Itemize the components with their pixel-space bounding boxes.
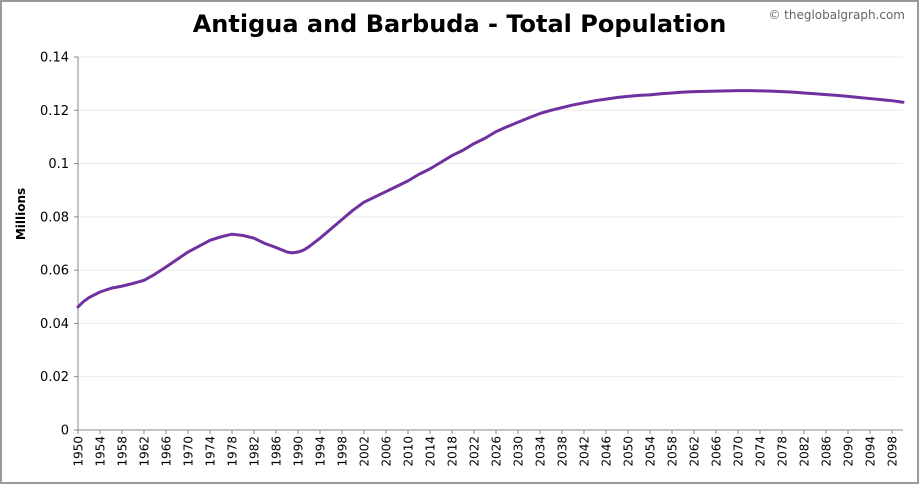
- x-tick-label: 1986: [270, 436, 284, 467]
- x-tick-label: 2042: [578, 436, 592, 467]
- x-tick-label: 2062: [688, 436, 702, 467]
- x-tick-label: 2014: [424, 436, 438, 467]
- x-tick-label: 2038: [556, 436, 570, 467]
- x-tick-label: 2026: [490, 436, 504, 467]
- x-tick-label: 1950: [72, 436, 86, 467]
- x-tick-label: 2074: [754, 436, 768, 467]
- x-tick-label: 2018: [446, 436, 460, 467]
- x-tick-label: 2010: [402, 436, 416, 467]
- y-tick-labels: 0 0.02 0.04 0.06 0.08 0.1 0.12 0.14: [40, 51, 69, 439]
- credit-text: © theglobalgraph.com: [768, 8, 905, 22]
- x-tick-label: 2094: [864, 436, 878, 467]
- grid-lines: [78, 56, 903, 378]
- x-tick-label: 1970: [182, 436, 196, 467]
- x-tick-label: 1998: [336, 436, 350, 467]
- x-tick-label: 2098: [886, 436, 900, 467]
- x-tick-label: 1982: [248, 436, 262, 467]
- x-tick-label: 1962: [138, 436, 152, 467]
- x-tick-label: 1994: [314, 436, 328, 467]
- x-tick-label: 2034: [534, 436, 548, 467]
- x-tick-label: 1990: [292, 436, 306, 467]
- y-tick-label: 0.04: [40, 317, 69, 332]
- x-tick-label: 1966: [160, 436, 174, 467]
- x-tick-label: 1954: [94, 436, 108, 467]
- chart-title: Antigua and Barbuda - Total Population: [192, 10, 727, 38]
- y-tick-label: 0.06: [40, 264, 69, 279]
- axes: [74, 56, 903, 434]
- y-tick-label: 0.1: [48, 157, 69, 172]
- y-tick-label: 0.08: [40, 210, 69, 225]
- x-tick-labels: 1950 1954 1958 1962 1966 1970 1974 1978 1982 1986…: [72, 436, 900, 467]
- x-tick-label: 2058: [666, 436, 680, 467]
- x-tick-label: 1978: [226, 436, 240, 467]
- series-group: [76, 89, 905, 309]
- series-line: [76, 89, 905, 309]
- x-tick-label: 2090: [842, 436, 856, 467]
- x-tick-label: 2078: [776, 436, 790, 467]
- x-tick-label: 1974: [204, 436, 218, 467]
- x-tick-label: 2030: [512, 436, 526, 467]
- x-tick-label: 2046: [600, 436, 614, 467]
- y-tick-label: 0: [61, 424, 69, 439]
- x-tick-label: 2002: [358, 436, 372, 467]
- x-tick-label: 1958: [116, 436, 130, 467]
- x-tick-label: 2022: [468, 436, 482, 467]
- x-tick-label: 2070: [732, 436, 746, 467]
- x-tick-label: 2086: [820, 436, 834, 467]
- x-tick-label: 2006: [380, 436, 394, 467]
- x-tick-label: 2066: [710, 436, 724, 467]
- y-tick-label: 0.12: [40, 104, 69, 119]
- x-tick-label: 2054: [644, 436, 658, 467]
- x-tick-label: 2082: [798, 436, 812, 467]
- y-tick-label: 0.14: [40, 51, 69, 66]
- x-tick-label: 2050: [622, 436, 636, 467]
- y-tick-label: 0.02: [40, 370, 69, 385]
